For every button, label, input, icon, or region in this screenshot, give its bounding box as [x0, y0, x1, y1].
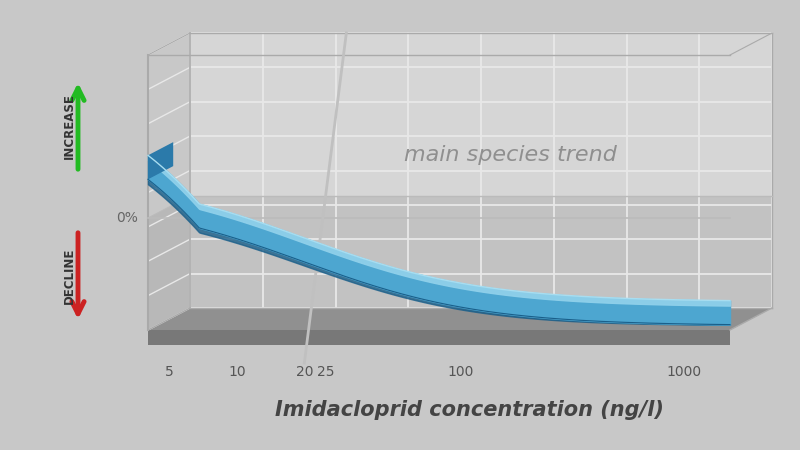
Text: 10: 10 [228, 365, 246, 379]
Text: 5: 5 [166, 365, 174, 379]
Text: 25: 25 [318, 365, 334, 379]
Polygon shape [148, 308, 772, 330]
Text: 0%: 0% [116, 211, 138, 225]
Text: INCREASE: INCREASE [62, 93, 75, 159]
Text: 1000: 1000 [666, 365, 702, 379]
Polygon shape [148, 196, 190, 330]
Text: Imidacloprid concentration (ng/l): Imidacloprid concentration (ng/l) [274, 400, 663, 420]
Polygon shape [148, 308, 772, 330]
Polygon shape [148, 142, 173, 179]
Text: main species trend: main species trend [403, 145, 617, 165]
Text: DECLINE: DECLINE [62, 248, 75, 304]
Polygon shape [148, 330, 730, 345]
Polygon shape [148, 33, 190, 218]
Polygon shape [190, 33, 772, 196]
Text: 20: 20 [295, 365, 313, 379]
Text: 100: 100 [447, 365, 474, 379]
Polygon shape [190, 196, 772, 308]
